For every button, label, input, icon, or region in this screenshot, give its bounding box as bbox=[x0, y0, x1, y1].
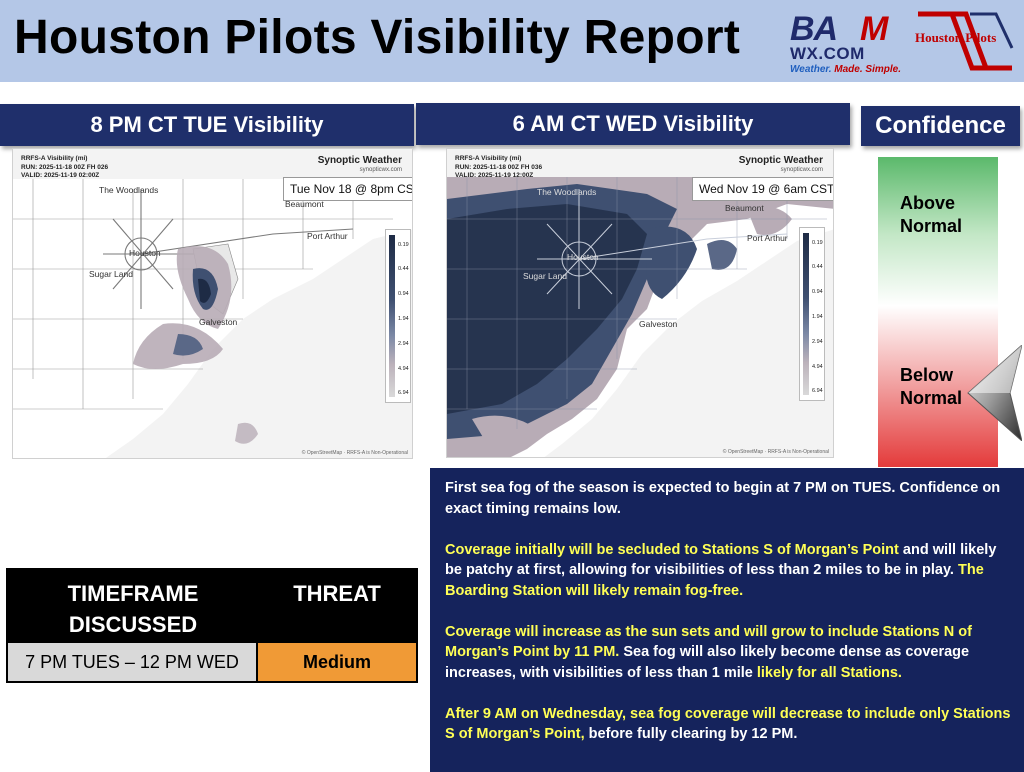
discussion-paragraph: First sea fog of the season is expected … bbox=[445, 480, 1001, 517]
map-valid-time: Tue Nov 18 @ 8pm CST bbox=[283, 177, 412, 201]
legend-value: 6.94 bbox=[398, 390, 409, 396]
legend-value: 0.44 bbox=[812, 264, 823, 270]
map-meta-line: RRFS-A Visibility (mi) bbox=[455, 155, 522, 162]
discussion-paragraph: Coverage will increase as the sun sets a… bbox=[445, 622, 1012, 684]
discussion-paragraph: After 9 AM on Wednesday, sea fog coverag… bbox=[445, 704, 1012, 745]
legend-color-bar bbox=[389, 235, 395, 397]
threat-table-header: TIMEFRAME DISCUSSED THREAT bbox=[8, 570, 416, 641]
threat-level-value: Medium bbox=[258, 641, 416, 681]
discussion-text: and will likely be patchy at first, allo… bbox=[445, 541, 997, 579]
map-brand: Synoptic Weather bbox=[738, 155, 823, 166]
visibility-map-tue-8pm: RRFS-A Visibility (mi) RUN: 2025-11-18 0… bbox=[12, 148, 413, 459]
confidence-title: Confidence bbox=[861, 106, 1020, 146]
confidence-below-normal-label: Below Normal bbox=[900, 364, 962, 410]
map-meta-line: RUN: 2025-11-18 00Z FH 026 bbox=[21, 163, 109, 171]
map-meta-line: VALID: 2025-11-19 12:00Z bbox=[455, 172, 534, 179]
visibility-map-wed-6am: RRFS-A Visibility (mi) RUN: 2025-11-18 0… bbox=[446, 148, 834, 458]
timeframe-header-line: TIMEFRAME bbox=[67, 581, 199, 606]
city-label: Galveston bbox=[199, 317, 238, 327]
map-base-graphic bbox=[447, 177, 833, 457]
map-valid-time: Wed Nov 19 @ 6am CST bbox=[692, 177, 833, 201]
page-title: Houston Pilots Visibility Report bbox=[14, 11, 741, 64]
legend-value: 4.94 bbox=[812, 364, 823, 370]
houston-pilots-logo-text: Houston Pilots bbox=[915, 30, 997, 45]
baron-tagline-a: Weather. bbox=[790, 64, 835, 75]
confidence-label-line: Normal bbox=[900, 388, 963, 408]
map-brand: Synoptic Weather bbox=[317, 155, 402, 166]
threat-header: THREAT bbox=[293, 581, 381, 606]
map-meta-line: RRFS-A Visibility (mi) bbox=[21, 155, 88, 162]
confidence-gradient-bar bbox=[878, 157, 998, 467]
forecast-discussion: First sea fog of the season is expected … bbox=[430, 468, 1024, 772]
discussion-paragraph: Coverage initially will be secluded to S… bbox=[445, 540, 1012, 602]
visibility-legend: 0.19 0.44 0.94 1.94 2.94 4.94 6.94 bbox=[385, 229, 411, 403]
city-label: The Woodlands bbox=[99, 185, 159, 195]
baron-logo: BA M WX.COM Weather. Made. Simple. bbox=[788, 10, 906, 76]
discussion-highlight: The Boarding Station will likely remain … bbox=[445, 562, 984, 599]
mid-panel-title: 6 AM CT WED Visibility bbox=[416, 103, 850, 145]
discussion-highlight: After 9 AM on Wednesday, sea fog coverag… bbox=[445, 705, 1011, 743]
baron-logo-tagline: Weather. Made. Simple. bbox=[790, 64, 901, 75]
city-label: The Woodlands bbox=[537, 187, 597, 197]
map-metadata: RRFS-A Visibility (mi) RUN: 2025-11-18 0… bbox=[455, 155, 542, 181]
map-meta-line: RUN: 2025-11-18 00Z FH 036 bbox=[455, 163, 543, 171]
timeframe-header: TIMEFRAME DISCUSSED bbox=[8, 578, 258, 640]
map-attribution: © OpenStreetMap · RRFS-A is Non-Operatio… bbox=[301, 450, 408, 456]
city-label: Houston bbox=[129, 248, 161, 258]
confidence-label-line: Below bbox=[900, 365, 954, 385]
legend-value: 1.94 bbox=[812, 314, 823, 320]
baron-tagline-b: Made. Simple. bbox=[834, 64, 901, 75]
visibility-legend: 0.19 0.44 0.94 1.94 2.94 4.94 6.94 bbox=[799, 227, 825, 401]
city-label: Port Arthur bbox=[747, 233, 788, 243]
baron-logo-text: BA bbox=[790, 10, 838, 48]
houston-pilots-logo: Houston Pilots bbox=[912, 8, 1020, 78]
timeframe-header-line: DISCUSSED bbox=[68, 612, 198, 637]
city-label: Port Arthur bbox=[307, 231, 348, 241]
legend-color-bar bbox=[803, 233, 809, 395]
discussion-highlight: likely for all Stations. bbox=[756, 664, 902, 681]
baron-logo-m: M bbox=[860, 10, 889, 48]
city-label: Sugar Land bbox=[89, 269, 133, 279]
discussion-text: before fully clearing by 12 PM. bbox=[584, 726, 798, 742]
legend-value: 1.94 bbox=[398, 316, 409, 322]
city-label: Galveston bbox=[639, 319, 678, 329]
map-meta-line: VALID: 2025-11-19 02:00Z bbox=[21, 172, 100, 179]
map-base-graphic bbox=[13, 179, 412, 458]
map-brand-url: synopticwx.com bbox=[780, 167, 823, 173]
discussion-highlight: Coverage initially will be secluded to S… bbox=[445, 541, 899, 558]
legend-value: 0.19 bbox=[398, 242, 409, 248]
legend-value: 4.94 bbox=[398, 366, 409, 372]
legend-value: 0.94 bbox=[812, 289, 823, 295]
confidence-indicator-arrow-icon bbox=[967, 345, 1022, 441]
timeframe-value: 7 PM TUES – 12 PM WED bbox=[8, 641, 258, 681]
map-metadata: RRFS-A Visibility (mi) RUN: 2025-11-18 0… bbox=[21, 155, 108, 181]
city-label: Beaumont bbox=[725, 203, 764, 213]
confidence-label-line: Above bbox=[900, 193, 956, 213]
discussion-highlight: Coverage will increase as the sun sets a… bbox=[445, 623, 972, 661]
legend-value: 6.94 bbox=[812, 388, 823, 394]
city-label: Houston bbox=[567, 252, 599, 262]
threat-table: TIMEFRAME DISCUSSED THREAT 7 PM TUES – 1… bbox=[6, 568, 418, 683]
city-label: Beaumont bbox=[285, 199, 324, 209]
discussion-text: Sea fog will also likely become dense as… bbox=[445, 644, 970, 681]
map-attribution: © OpenStreetMap · RRFS-A is Non-Operatio… bbox=[722, 449, 829, 455]
map-brand-url: synopticwx.com bbox=[359, 167, 402, 173]
city-label: Sugar Land bbox=[523, 271, 567, 281]
houston-pilots-logo-mark bbox=[918, 11, 1014, 71]
confidence-label-line: Normal bbox=[900, 216, 963, 236]
legend-value: 2.94 bbox=[398, 341, 409, 347]
baron-logo-url: WX.COM bbox=[790, 44, 865, 63]
header-bar: Houston Pilots Visibility Report BA M WX… bbox=[0, 0, 1024, 82]
left-panel-title: 8 PM CT TUE Visibility bbox=[0, 104, 414, 146]
legend-value: 0.44 bbox=[398, 266, 409, 272]
legend-value: 2.94 bbox=[812, 339, 823, 345]
legend-value: 0.19 bbox=[812, 240, 823, 246]
confidence-above-normal-label: Above Normal bbox=[900, 192, 962, 238]
legend-value: 0.94 bbox=[398, 291, 409, 297]
